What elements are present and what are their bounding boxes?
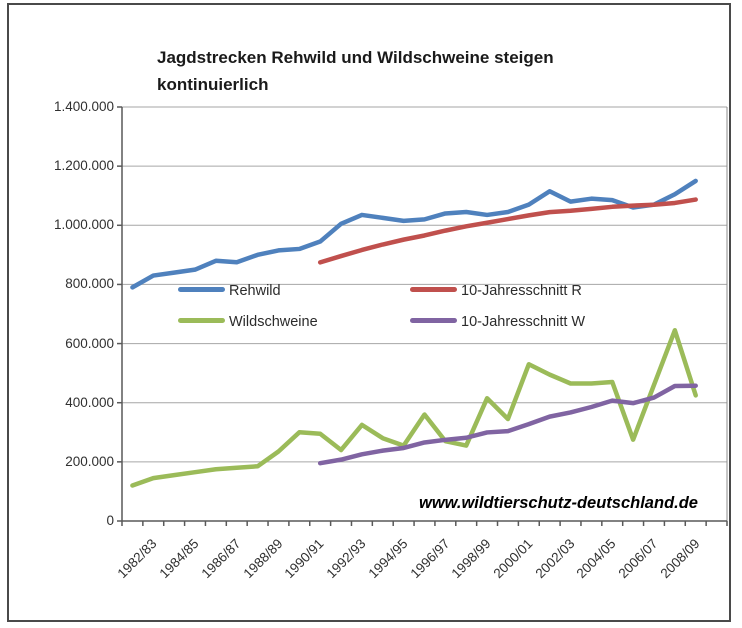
legend-swatch-schnitt-w (410, 317, 457, 323)
y-tick-label: 1.400.000 (53, 99, 114, 114)
legend-label-wildschweine: Wildschweine (229, 313, 318, 330)
y-tick-label: 1.000.000 (53, 217, 114, 233)
chart-title-line2: kontinuierlich (157, 75, 269, 94)
legend-swatch-schnitt-r (410, 286, 457, 292)
y-tick-label: 400.000 (65, 394, 114, 410)
series-line-10-jahresschnitt-r (317, 197, 698, 265)
legend-swatch-wildschweine (178, 317, 225, 323)
y-tick-label: 200.000 (65, 453, 114, 469)
legend-label-rehwild: Rehwild (229, 282, 281, 299)
legend-swatch-rehwild (178, 286, 225, 292)
series-line-10-jahresschnitt-w (317, 383, 698, 466)
legend-item-wildschweine: Wildschweine (178, 313, 318, 331)
y-tick-label: 800.000 (65, 276, 114, 292)
legend-item-schnitt-w: 10-Jahresschnitt W (410, 313, 585, 331)
chart-outer-border (7, 3, 731, 622)
y-tick-label: 600.000 (65, 335, 114, 351)
y-tick-label: 1.200.000 (53, 158, 114, 174)
series-line-rehwild (130, 178, 698, 290)
chart-title: Jagdstrecken Rehwild und Wildschweine st… (157, 44, 677, 98)
legend-item-rehwild: Rehwild (178, 282, 281, 300)
watermark-url: www.wildtierschutz-deutschland.de (418, 494, 698, 512)
y-tick-label: 0 (106, 513, 114, 528)
legend-label-schnitt-r: 10-Jahresschnitt R (461, 282, 582, 299)
series-line-wildschweine (130, 328, 698, 488)
chart-title-line1: Jagdstrecken Rehwild und Wildschweine st… (157, 48, 554, 67)
legend-item-schnitt-r: 10-Jahresschnitt R (410, 282, 582, 300)
legend-label-schnitt-w: 10-Jahresschnitt W (461, 313, 586, 330)
